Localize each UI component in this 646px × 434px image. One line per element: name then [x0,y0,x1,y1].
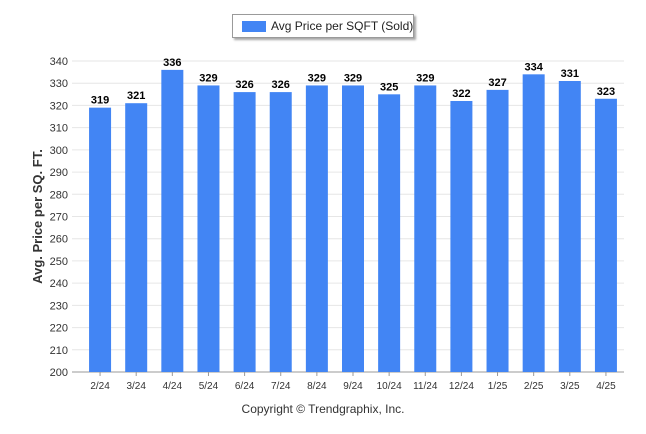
x-tick-label: 1/25 [488,381,508,392]
bar [197,85,220,372]
data-label: 327 [488,77,506,89]
x-tick-label: 4/25 [596,381,616,392]
bar [558,80,581,372]
y-tick-label: 260 [50,234,68,246]
y-tick-label: 330 [50,78,68,90]
y-tick-label: 250 [50,256,68,268]
data-label: 331 [561,68,579,80]
y-tick-label: 270 [50,212,68,224]
legend-swatch [242,21,266,32]
x-tick-label: 8/24 [307,381,327,392]
copyright-text: Copyright © Trendgraphix, Inc. [241,402,405,416]
data-label: 329 [308,72,326,84]
y-tick-label: 240 [50,278,68,290]
data-label: 323 [597,86,615,98]
bar [486,89,509,372]
data-label: 329 [199,72,217,84]
y-tick-label: 340 [50,56,68,68]
x-tick-label: 2/25 [524,381,544,392]
bar [450,100,473,372]
y-tick-label: 290 [50,167,68,179]
chart-legend: Avg Price per SQFT (Sold) [232,14,414,38]
y-tick-label: 230 [50,300,68,312]
x-tick-label: 7/24 [271,381,291,392]
bar [342,85,364,372]
y-tick-label: 310 [50,123,68,135]
bar [269,92,292,372]
data-label: 336 [163,57,181,69]
data-label: 326 [272,79,290,91]
y-tick-label: 200 [50,367,68,379]
bar [89,107,112,373]
x-tick-label: 10/24 [377,381,402,392]
x-tick-label: 11/24 [413,381,438,392]
data-label: 325 [380,81,398,93]
bar [161,69,184,372]
data-label: 322 [452,88,470,100]
x-tick-label: 6/24 [235,381,255,392]
bar [233,92,256,372]
x-tick-label: 2/24 [90,381,110,392]
y-tick-label: 220 [50,323,68,335]
y-tick-label: 210 [50,345,68,357]
data-label: 321 [127,90,145,102]
x-tick-label: 9/24 [343,381,363,392]
data-label: 326 [235,79,253,91]
x-tick-label: 3/24 [126,381,146,392]
data-label: 334 [524,61,543,73]
bar [305,85,328,372]
y-tick-label: 280 [50,189,68,201]
data-label: 319 [91,95,109,107]
data-label: 329 [416,72,434,84]
bar [522,74,545,372]
legend-label: Avg Price per SQFT (Sold) [271,19,414,33]
x-tick-label: 5/24 [199,381,219,392]
data-label: 329 [344,72,362,84]
x-tick-label: 3/25 [560,381,580,392]
y-tick-label: 320 [50,100,68,112]
bar [378,94,401,373]
bar [594,98,617,372]
x-tick-label: 4/24 [163,381,183,392]
bar [414,85,437,372]
y-axis-title: Avg. Price per SQ. FT. [30,149,45,284]
x-tick-label: 12/24 [449,381,474,392]
bar [125,103,148,372]
y-tick-label: 300 [50,145,68,157]
